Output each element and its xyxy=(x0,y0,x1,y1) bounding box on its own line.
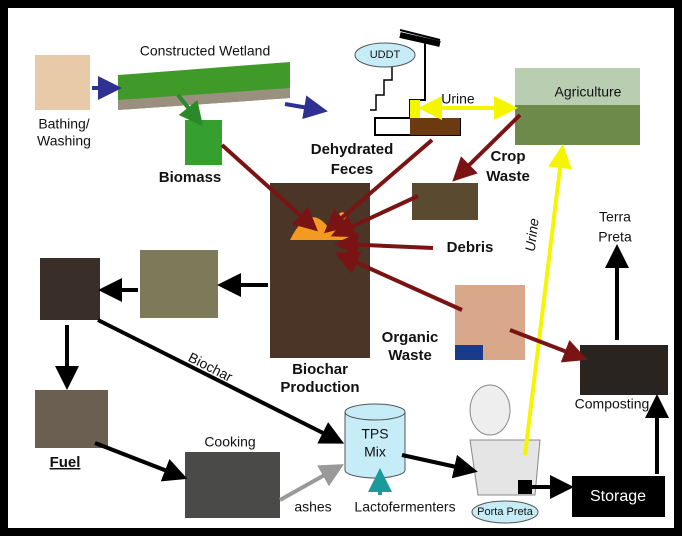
label: Cooking xyxy=(204,434,255,450)
tps-top xyxy=(345,404,405,420)
hands-image xyxy=(35,55,90,110)
label: Mix xyxy=(364,444,386,460)
compost-image xyxy=(580,345,668,395)
toilet-outlet xyxy=(518,480,532,494)
label: Constructed Wetland xyxy=(140,43,270,59)
label: Preta xyxy=(598,229,632,245)
label: Organic xyxy=(382,329,439,346)
diagram: Constructed Wetland Bathing/ Washing UDD… xyxy=(0,0,682,536)
label: Feces xyxy=(331,161,374,178)
label: TPS xyxy=(361,426,388,442)
label: Porta Preta xyxy=(477,506,534,518)
biomass-image xyxy=(185,120,222,165)
label: Terra xyxy=(599,209,631,225)
label: Production xyxy=(280,379,359,396)
toilet-lid xyxy=(470,385,510,435)
label: Biomass xyxy=(159,169,222,186)
uddt-feces xyxy=(410,118,460,135)
agriculture-fields xyxy=(515,105,640,145)
barrel-image xyxy=(270,183,370,358)
label: ashes xyxy=(294,499,331,515)
bin-image xyxy=(455,345,483,360)
label: Dehydrated xyxy=(311,141,394,158)
label: UDDT xyxy=(370,49,401,61)
label: Storage xyxy=(590,488,646,505)
charcoal-cylinder-image xyxy=(40,258,100,320)
label: Fuel xyxy=(50,454,81,471)
label: Crop xyxy=(491,148,526,165)
label: Debris xyxy=(447,239,494,256)
label: Washing xyxy=(37,133,91,149)
label: Waste xyxy=(388,347,432,364)
label: Waste xyxy=(486,168,530,185)
label: Agriculture xyxy=(555,84,622,100)
uddt-urine xyxy=(410,100,420,118)
label: Urine xyxy=(441,91,475,107)
crop-waste-image xyxy=(412,183,478,220)
label: Biochar xyxy=(292,361,348,378)
fuel-image xyxy=(35,390,108,448)
label: Bathing/ xyxy=(38,116,89,132)
charcoal-baskets-image xyxy=(140,250,218,318)
cooking-image xyxy=(185,452,280,518)
label: Lactofermenters xyxy=(354,499,455,515)
label: Composting xyxy=(575,396,650,412)
